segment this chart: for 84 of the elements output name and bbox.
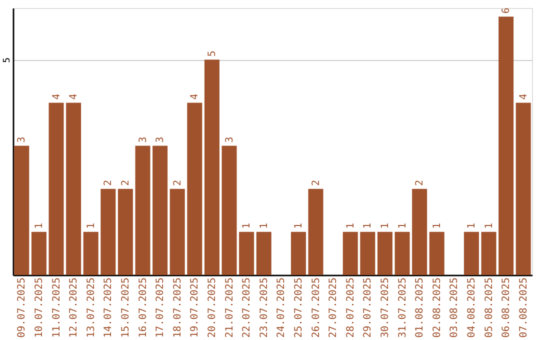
bar	[100, 188, 116, 275]
x-tick-label: 09.07.2025	[16, 278, 28, 338]
bar	[342, 232, 358, 275]
data-label: 1	[86, 222, 97, 229]
x-tick-label: 30.07.2025	[380, 278, 391, 338]
x-tick-label: 01.08.2025	[414, 278, 426, 338]
bar	[256, 232, 272, 275]
x-tick-label: 04.08.2025	[466, 278, 478, 338]
x-tick-label: 31.07.2025	[397, 278, 408, 338]
x-tick-label: 12.07.2025	[68, 278, 80, 338]
x-tick-label: 14.07.2025	[103, 278, 114, 338]
bar	[308, 188, 324, 275]
data-label: 1	[397, 222, 408, 229]
data-label: 1	[362, 222, 374, 229]
x-tick-label: 17.07.2025	[155, 278, 166, 338]
data-label: 1	[432, 222, 443, 229]
bar	[170, 188, 185, 275]
x-tick-label: 19.07.2025	[190, 278, 201, 338]
data-label: 1	[380, 222, 391, 229]
bar	[66, 102, 82, 275]
x-tick-label: 13.07.2025	[86, 278, 97, 338]
data-label: 3	[155, 136, 166, 143]
bar	[464, 232, 479, 275]
data-label: 6	[501, 8, 512, 14]
x-tick-label: 20.07.2025	[206, 278, 218, 338]
x-tick-label: 05.08.2025	[484, 278, 495, 338]
x-tick-label: 15.07.2025	[120, 278, 132, 338]
x-tick-label: 21.07.2025	[224, 278, 236, 338]
data-label: 3	[138, 136, 149, 143]
data-label: 3	[16, 136, 28, 143]
data-label: 1	[345, 222, 356, 229]
bar	[48, 102, 64, 275]
x-tick-label: 26.07.2025	[310, 278, 322, 338]
bar	[31, 232, 46, 275]
bar	[118, 188, 133, 275]
bar	[498, 16, 514, 275]
x-tick-label: 18.07.2025	[172, 278, 184, 338]
x-tick-label: 29.07.2025	[362, 278, 374, 338]
data-label: 2	[310, 180, 322, 186]
x-tick-label: 02.08.2025	[432, 278, 443, 338]
bar	[377, 232, 392, 275]
bar	[222, 146, 237, 275]
x-tick-label: 03.08.2025	[449, 278, 460, 338]
bar	[290, 232, 306, 275]
bar	[135, 146, 150, 275]
x-tick-label: 06.08.2025	[501, 278, 512, 338]
x-tick-label: 23.07.2025	[258, 278, 270, 338]
x-tick-label: 25.07.2025	[293, 278, 304, 338]
x-tick-label: 10.07.2025	[34, 278, 45, 338]
data-label: 1	[484, 222, 495, 229]
bar	[14, 146, 30, 275]
x-tick-label: 24.07.2025	[276, 278, 288, 338]
x-tick-label: 07.08.2025	[518, 278, 530, 338]
data-label: 3	[224, 136, 236, 143]
data-label: 1	[466, 222, 478, 229]
bar	[481, 232, 496, 275]
bar	[204, 60, 220, 275]
bar	[412, 188, 428, 275]
data-label: 4	[190, 94, 201, 100]
data-label: 4	[51, 94, 62, 100]
data-label: 2	[120, 180, 132, 186]
data-label: 4	[68, 94, 80, 100]
bar	[516, 102, 531, 275]
bar	[152, 146, 168, 275]
x-tick-label: 27.07.2025	[328, 278, 340, 338]
data-label: 2	[103, 180, 114, 186]
x-tick-label: 11.07.2025	[51, 278, 62, 338]
data-label: 5	[206, 50, 218, 57]
data-label: 1	[293, 222, 304, 229]
data-label: 1	[242, 222, 253, 229]
bar	[187, 102, 202, 275]
x-tick-label: 22.07.2025	[242, 278, 253, 338]
bar	[394, 232, 410, 275]
bar	[239, 232, 254, 275]
data-label: 1	[258, 222, 270, 229]
data-label: 4	[518, 94, 530, 100]
data-label: 1	[34, 222, 45, 229]
data-label: 2	[172, 180, 184, 186]
data-label: 2	[414, 180, 426, 186]
x-tick-label: 28.07.2025	[345, 278, 356, 338]
bar	[429, 232, 444, 275]
bar	[360, 232, 376, 275]
bar	[83, 232, 98, 275]
x-tick-label: 16.07.2025	[138, 278, 149, 338]
